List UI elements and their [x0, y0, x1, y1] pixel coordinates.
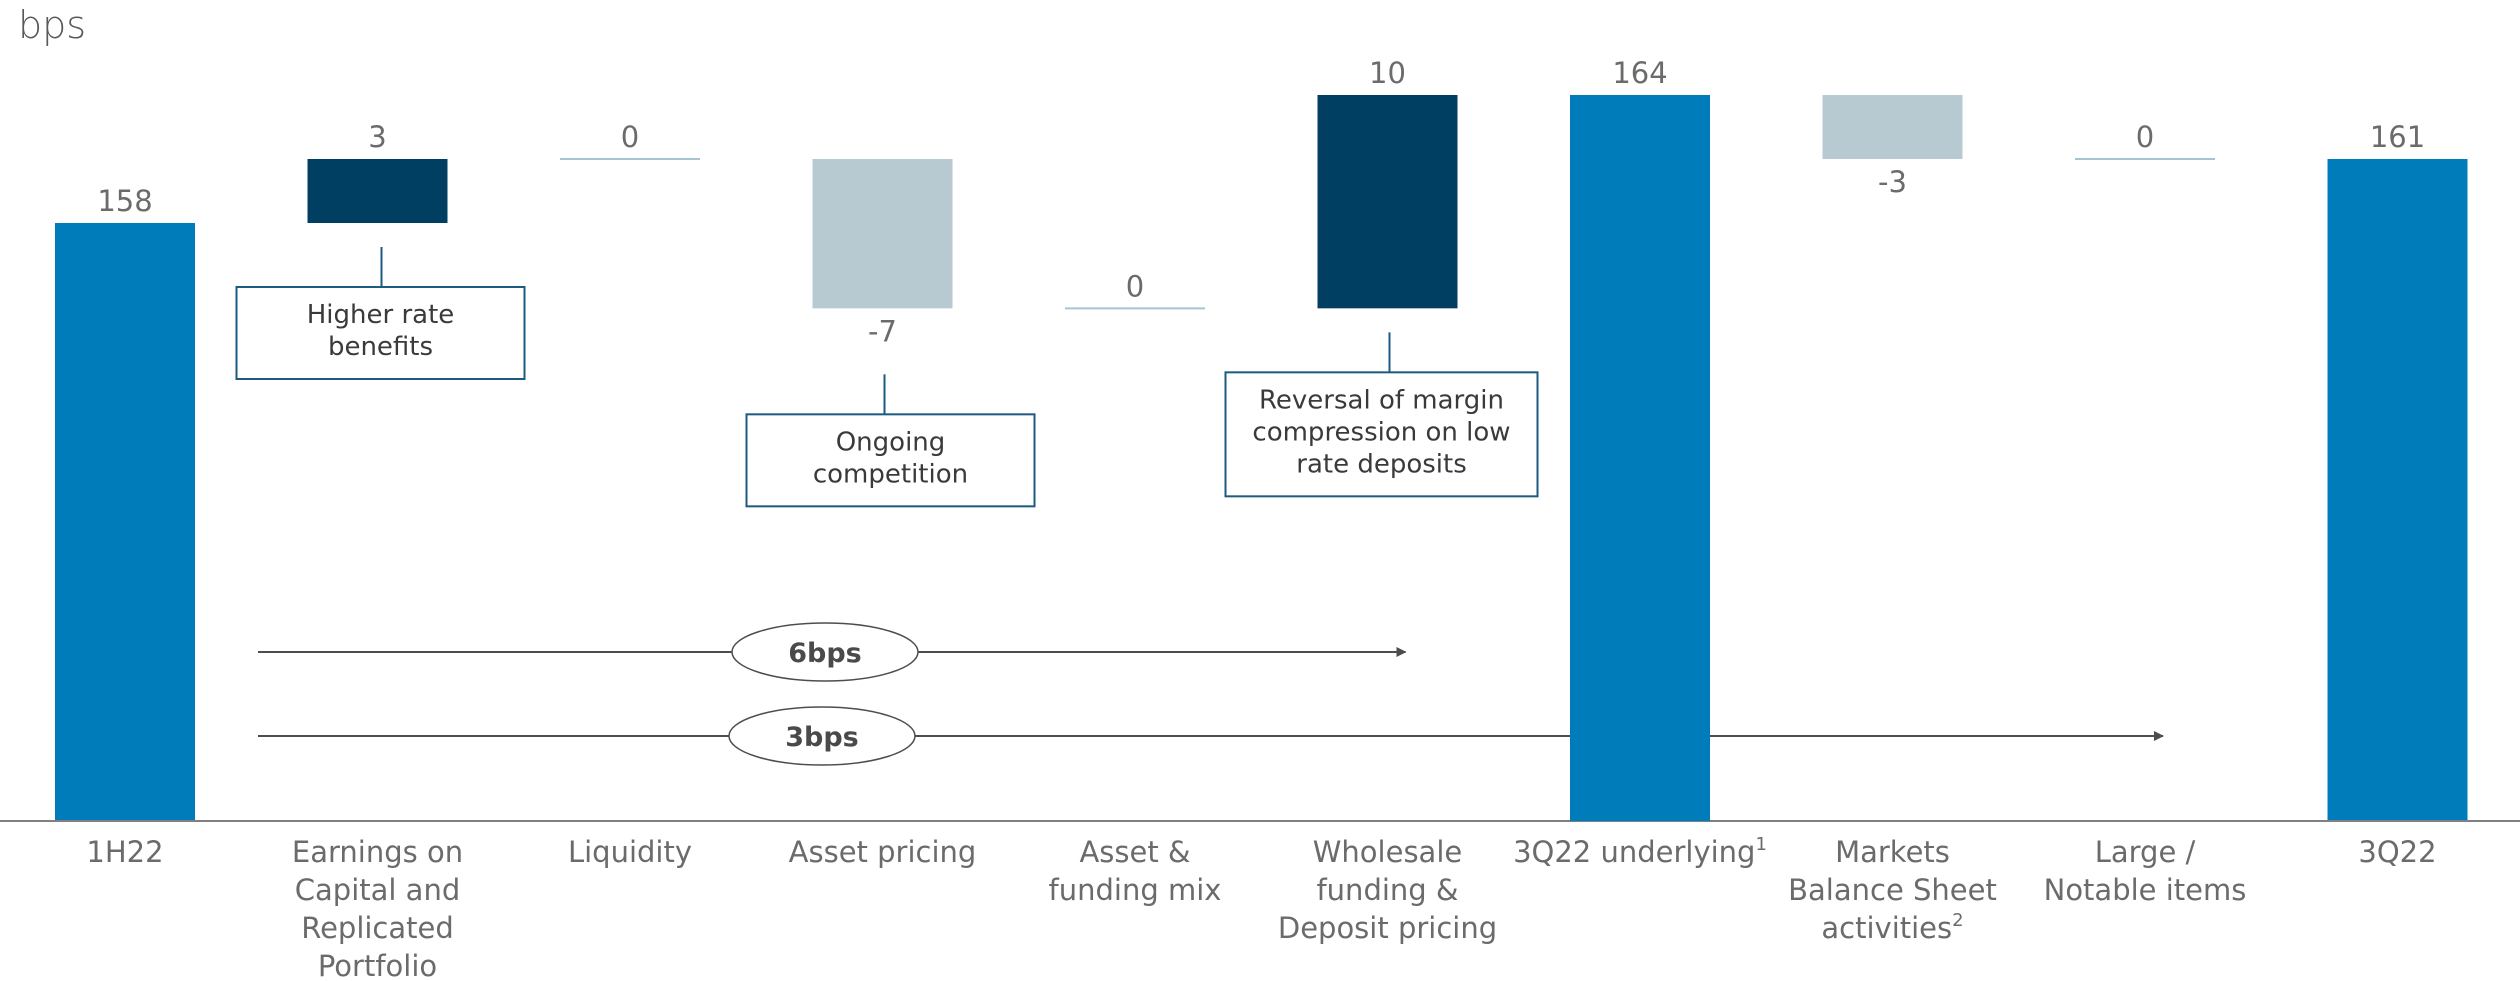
bar-1h22 — [55, 223, 195, 821]
callout-box-higher-rate-benefits — [235, 286, 526, 380]
value-label-1h22: 158 — [97, 184, 152, 218]
value-label-3q22-underlying: 164 — [1612, 56, 1667, 90]
category-label-asset-pricing: Asset pricing — [789, 835, 977, 869]
unit-label: bps — [18, 3, 86, 47]
bar-asset-pricing — [812, 159, 953, 309]
category-label-wholesale-funding-deposit-pricing: Wholesale funding & Deposit pricing — [1278, 835, 1497, 945]
annotations-layer: Higher rate benefits Ongoing competition Rev… — [235, 247, 1539, 508]
bar-3q22-underlying — [1570, 95, 1710, 821]
value-labels-layer: 158 3 0 -7 0 10 164 -3 0 161 — [97, 56, 2425, 348]
bridge-arrows-layer: 6bps 3bps — [258, 622, 2164, 766]
value-label-markets-balance-sheet-activities: -3 — [1878, 165, 1907, 199]
value-label-liquidity: 0 — [621, 120, 639, 154]
category-label-liquidity: Liquidity — [568, 835, 692, 869]
bridge-pill-6bps — [731, 622, 919, 682]
category-label-1h22: 1H22 — [86, 835, 163, 869]
bar-earnings-on-capital-and-replicated-portfolio — [307, 159, 448, 223]
value-label-large-notable-items: 0 — [2136, 120, 2154, 154]
bar-markets-balance-sheet-activities — [1822, 95, 1963, 159]
callout-text-higher-rate-benefits: Higher rate benefits — [307, 300, 455, 362]
callout-box-ongoing-competition — [745, 413, 1036, 508]
bridge-pill-3bps — [728, 706, 916, 766]
category-label-markets-balance-sheet-activities: Markets Balance Sheet activities2 — [1788, 835, 1997, 945]
category-label-3q22-underlying: 3Q22 underlying1 — [1513, 834, 1767, 869]
category-label-asset-funding-mix: Asset & funding mix — [1049, 835, 1222, 907]
value-label-3q22: 161 — [2370, 120, 2425, 154]
bridge-label-6bps: 6bps — [788, 638, 862, 669]
value-label-asset-pricing: -7 — [868, 314, 897, 348]
value-label-earnings-on-capital-and-replicated-portfolio: 3 — [368, 120, 386, 154]
value-label-asset-funding-mix: 0 — [1126, 269, 1144, 303]
callout-box-reversal-of-margin-compression-on-low-rate-deposits — [1224, 371, 1539, 498]
bridge-label-3bps: 3bps — [785, 722, 859, 753]
bar-wholesale-funding-deposit-pricing — [1317, 95, 1458, 309]
bar-3q22 — [2327, 159, 2468, 821]
category-label-earnings-on-capital-and-replicated-portfolio: Earnings on Capital and Replicated Portfoli… — [292, 835, 463, 981]
category-label-large-notable-items: Large / Notable items — [2044, 835, 2247, 907]
bars-layer — [55, 95, 2468, 821]
category-label-3q22: 3Q22 — [2358, 835, 2436, 869]
callout-text-ongoing-competition: Ongoing competition — [813, 427, 968, 489]
callout-text-reversal-of-margin-compression-on-low-rate-deposits: Reversal of margin compression on low rate… — [1252, 385, 1510, 479]
category-labels-layer: 1H22 Earnings on Capital and Replicated Port… — [86, 834, 2436, 981]
value-label-wholesale-funding-deposit-pricing: 10 — [1369, 56, 1406, 90]
